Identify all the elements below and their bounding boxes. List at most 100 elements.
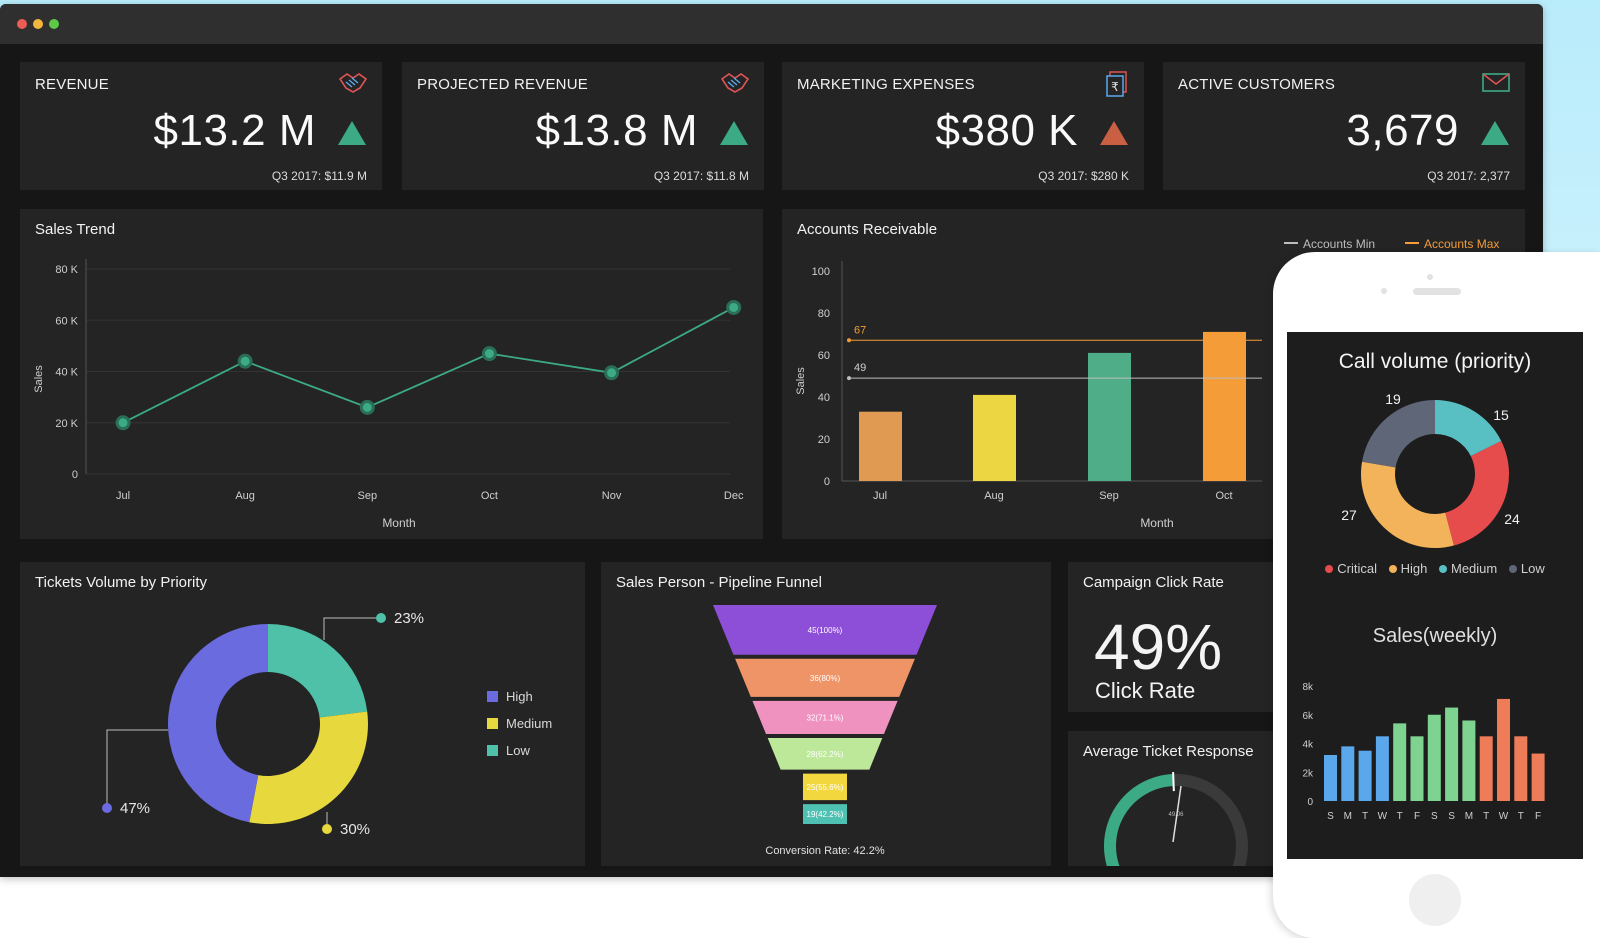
slice-value-label: 19	[1385, 391, 1401, 407]
funnel-stage-label: 25(55.6%)	[807, 783, 844, 792]
max-reference-label: 67	[854, 324, 866, 336]
kpi-card-projected-revenue[interactable]: PROJECTED REVENUE $13.8 M Q3 2017: $11.8…	[402, 62, 764, 190]
handshake-icon	[338, 73, 368, 93]
kpi-title: PROJECTED REVENUE	[417, 76, 588, 93]
close-window-button[interactable]	[17, 19, 27, 29]
data-point	[359, 399, 375, 415]
x-tick-label: Sep	[1099, 490, 1119, 502]
series-line	[122, 306, 735, 424]
y-tick-label: 60 K	[55, 315, 78, 327]
x-tick-label: F	[1414, 811, 1420, 822]
maximize-window-button[interactable]	[49, 19, 59, 29]
x-axis-label: Month	[382, 516, 415, 530]
minimize-window-button[interactable]	[33, 19, 43, 29]
y-tick-label: 40 K	[55, 367, 78, 379]
y-tick-label: 0	[72, 469, 78, 481]
bar	[1341, 746, 1355, 801]
phone-mockup: Call volume (priority) 15 24 27 19 Critical…	[1273, 252, 1600, 938]
y-tick-label: 0	[1307, 797, 1313, 808]
y-axis-label: Sales	[33, 365, 45, 393]
legend-label: Low	[1520, 561, 1545, 576]
bar	[1375, 736, 1389, 801]
donut-slice	[1445, 441, 1509, 546]
bar	[1497, 698, 1510, 801]
title-bar	[0, 4, 1543, 44]
kpi-card-revenue[interactable]: REVENUE $13.2 M Q3 2017: $11.9 M	[20, 62, 382, 190]
bar	[1445, 707, 1459, 801]
svg-text:₹: ₹	[1111, 80, 1119, 94]
phone-sensor	[1427, 274, 1433, 280]
funnel-stage-label: 45(100%)	[808, 626, 843, 635]
panel-title: Sales Person - Pipeline Funnel	[616, 574, 822, 591]
x-tick-label: M	[1465, 811, 1473, 822]
phone-home-button[interactable]	[1409, 874, 1461, 926]
gauge-needle	[1172, 785, 1182, 843]
x-tick-label: T	[1518, 811, 1524, 822]
panel-title: Sales Trend	[35, 221, 116, 238]
kpi-card-marketing-expenses[interactable]: MARKETING EXPENSES ₹ $380 K Q3 2017: $28…	[782, 62, 1144, 190]
x-tick-label: F	[1535, 811, 1541, 822]
bar	[1410, 736, 1424, 801]
y-tick-label: 60	[818, 350, 830, 362]
min-reference-label: 49	[854, 362, 866, 374]
response-gauge: 49.06	[1104, 772, 1248, 866]
bar	[1203, 331, 1246, 481]
max-reference-marker	[847, 338, 851, 343]
x-tick-label: Jul	[116, 490, 130, 502]
bar	[1427, 714, 1441, 801]
panel-title: Campaign Click Rate	[1083, 574, 1224, 591]
gauge-fill	[1104, 774, 1174, 866]
funnel-stage-label: 36(80%)	[810, 674, 841, 683]
x-tick-label: Sep	[357, 490, 377, 502]
rupee-document-icon: ₹	[1106, 71, 1127, 97]
legend-swatch	[487, 691, 498, 702]
legend-swatch	[487, 745, 498, 756]
x-tick-label: W	[1499, 811, 1509, 822]
legend-item-critical[interactable]: Critical	[1325, 561, 1377, 576]
donut-slice	[1435, 400, 1502, 457]
handshake-icon	[720, 73, 750, 93]
bar	[1462, 720, 1476, 801]
kpi-value: 3,679	[1346, 106, 1459, 155]
x-tick-label: S	[1327, 811, 1334, 822]
trend-up-warning-icon	[1100, 121, 1128, 145]
trend-up-icon	[338, 121, 366, 145]
click-rate-value: 49%	[1094, 611, 1223, 683]
legend-item-low[interactable]: Low	[1508, 561, 1545, 576]
funnel-stage	[803, 804, 847, 824]
y-tick-label: 6k	[1302, 711, 1314, 722]
x-tick-label: S	[1448, 811, 1455, 822]
legend-item-medium[interactable]: Medium	[1439, 561, 1497, 576]
data-point	[237, 353, 253, 369]
tickets-donut-chart: 23% 47% 30% High Medium Low	[102, 610, 552, 838]
bar	[1088, 352, 1131, 481]
y-tick-label: 20 K	[55, 418, 78, 430]
funnel-stage-label: 32(71.1%)	[807, 713, 844, 722]
donut-slice	[1362, 400, 1435, 468]
bar	[1531, 753, 1545, 801]
panel-title: Accounts Receivable	[797, 221, 938, 238]
kpi-title: MARKETING EXPENSES	[797, 76, 975, 93]
legend-label: Low	[506, 743, 530, 758]
y-tick-label: 0	[824, 476, 830, 488]
percent-label: 30%	[340, 821, 370, 838]
donut-slice	[249, 711, 368, 824]
percent-label: 47%	[120, 800, 150, 817]
legend-accounts-max[interactable]: Accounts Max	[1405, 237, 1499, 251]
kpi-card-active-customers[interactable]: ACTIVE CUSTOMERS 3,679 Q3 2017: 2,377	[1163, 62, 1525, 190]
funnel-stage	[713, 605, 937, 655]
legend-accounts-min[interactable]: Accounts Min	[1284, 237, 1375, 251]
legend-item-high[interactable]: High	[1388, 561, 1427, 576]
label-marker	[102, 803, 112, 813]
call-volume-legend: Critical High Medium Low	[1287, 561, 1583, 576]
trend-up-icon	[720, 121, 748, 145]
min-reference-marker	[847, 376, 851, 381]
y-tick-label: 100	[812, 266, 830, 278]
call-volume-donut-chart: 15 24 27 19	[1341, 391, 1520, 548]
kpi-value: $13.2 M	[153, 106, 316, 155]
x-tick-label: Aug	[235, 490, 255, 502]
funnel-stage-label: 19(42.2%)	[807, 810, 844, 819]
pipeline-funnel-chart: Conversion Rate: 42.2% 45(100%) 36(80%) 32…	[713, 605, 937, 857]
campaign-click-rate-panel: Campaign Click Rate 49% Click Rate	[1068, 562, 1288, 712]
envelope-icon	[1482, 73, 1510, 92]
